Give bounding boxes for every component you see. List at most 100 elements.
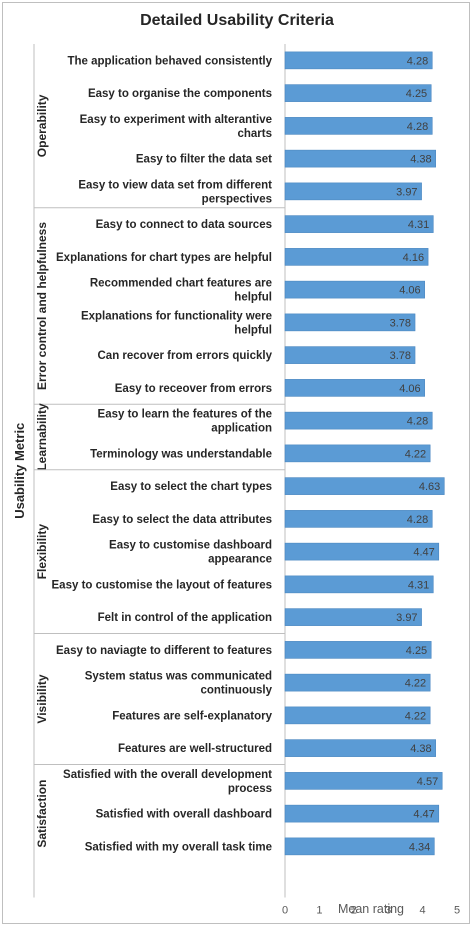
category-label: Easy to receover from errors (115, 383, 272, 395)
bar (284, 706, 431, 725)
category-label-line: Can recover from errors quickly (98, 350, 273, 362)
bar-value-label: 4.28 (407, 416, 428, 428)
category-label-line: Recommended chart features are (90, 278, 272, 290)
category-label: Felt in control of the application (98, 612, 272, 624)
category-label-line: Explanations for chart types are helpful (56, 252, 272, 264)
group-label: Error control and helpfulness (35, 222, 49, 390)
category-label-line: Easy to connect to data sources (96, 219, 272, 231)
bar (284, 804, 440, 823)
category-label: Recommended chart features are helpful (90, 278, 272, 304)
category-label: Easy to select the data attributes (92, 514, 272, 526)
bar-value-label: 4.28 (407, 55, 428, 67)
group-label: Visibility (35, 674, 49, 723)
bar-value-label: 4.16 (403, 252, 424, 264)
bar (284, 215, 434, 233)
bar-value-label: 4.63 (419, 481, 440, 493)
bar-value-label: 4.31 (408, 579, 429, 591)
category-label-line: Satisfied with overall dashboard (96, 809, 272, 821)
category-label-line: Easy to experiment with alterantive (80, 114, 272, 126)
bar (284, 117, 433, 135)
bar (284, 772, 443, 790)
x-tick-label: 4 (420, 905, 426, 917)
category-label-line: Features are well-structured (118, 743, 272, 755)
x-tick-label: 5 (454, 905, 460, 917)
category-label: Easy to customise dashboard appearance (109, 540, 272, 566)
bar-value-label: 4.06 (399, 285, 420, 297)
bar (284, 739, 436, 757)
group-label: Learnability (35, 403, 49, 471)
category-label: System status was communicated continuous… (85, 671, 273, 697)
bar-value-label: 4.06 (399, 383, 420, 395)
bar-value-label: 4.22 (405, 710, 426, 722)
category-label-line: Easy to organise the components (88, 88, 272, 100)
category-label: Easy to learn the features of the applica… (98, 409, 272, 435)
category-label-line: Satisfied with my overall task time (85, 841, 272, 853)
category-label: Explanations for functionality were helpf… (81, 310, 272, 336)
bar-value-label: 4.22 (405, 448, 426, 460)
bar (284, 313, 416, 332)
bar-value-label: 4.38 (410, 154, 431, 166)
category-label-line: process (228, 783, 272, 795)
bar (284, 542, 440, 561)
category-label: Features are self-explanatory (112, 710, 272, 722)
category-label: Satisfied with the overall development pr… (63, 769, 272, 795)
category-label: Easy to organise the components (88, 88, 272, 100)
bar (284, 84, 432, 102)
category-label-line: Easy to select the data attributes (92, 514, 272, 526)
x-tick-label: 3 (385, 905, 391, 917)
bar (284, 641, 432, 659)
category-label-line: Felt in control of the application (98, 612, 272, 624)
category-label: Easy to connect to data sources (96, 219, 272, 231)
category-label-line: Easy to view data set from different (78, 179, 272, 191)
x-tick-label: 1 (316, 905, 322, 917)
category-label: Explanations for chart types are helpful (56, 252, 272, 264)
category-label: Terminology was understandable (90, 448, 272, 460)
bar-value-label: 3.97 (396, 186, 417, 198)
category-label-line: Easy to select the chart types (110, 481, 272, 493)
bar (284, 149, 436, 168)
bar (284, 444, 431, 463)
category-label-line: Easy to learn the features of the (98, 409, 272, 421)
x-tick-label: 2 (351, 905, 357, 917)
category-label-line: Easy to customise the layout of features (52, 579, 272, 591)
category-label-line: continuously (200, 685, 272, 697)
category-label: Satisfied with my overall task time (85, 841, 272, 853)
group-label: Satisfaction (35, 780, 49, 848)
category-label-line: Easy to receover from errors (115, 383, 272, 395)
category-label-line: The application behaved consistently (68, 55, 273, 67)
category-label-line: charts (237, 128, 272, 140)
bar-value-label: 4.47 (413, 809, 434, 821)
bar (284, 608, 422, 626)
category-label-line: Explanations for functionality were (81, 310, 272, 322)
category-label-line: Features are self-explanatory (112, 710, 272, 722)
bar-value-label: 4.28 (407, 121, 428, 133)
category-label-line: helpful (234, 324, 272, 336)
bar-value-label: 4.57 (417, 776, 438, 788)
category-label: The application behaved consistently (68, 55, 273, 67)
category-label: Easy to view data set from different pers… (78, 179, 272, 205)
category-label-line: perspectives (202, 193, 272, 205)
bar-value-label: 4.47 (413, 547, 434, 559)
bar-value-label: 3.97 (396, 612, 417, 624)
category-label: Easy to filter the data set (136, 154, 272, 166)
bar-value-label: 4.31 (408, 219, 429, 231)
bar-value-label: 4.25 (406, 645, 427, 657)
category-label: Features are well-structured (118, 743, 272, 755)
category-label: Easy to select the chart types (110, 481, 272, 493)
group-label: Operability (35, 94, 49, 157)
chart-title: Detailed Usability Criteria (140, 12, 334, 29)
category-label: Easy to customise the layout of features (52, 579, 272, 591)
category-label-line: Easy to filter the data set (136, 154, 272, 166)
bar (284, 182, 422, 201)
bar-value-label: 3.78 (390, 350, 411, 362)
category-label-line: Terminology was understandable (90, 448, 272, 460)
bar (284, 673, 431, 692)
bar-value-label: 4.22 (405, 678, 426, 690)
bar (284, 837, 435, 856)
bar (284, 379, 425, 397)
bar (284, 51, 433, 70)
bar (284, 248, 429, 266)
y-axis-label: Usability Metric (12, 423, 27, 519)
category-label: Easy to naviagte to different to feature… (56, 645, 272, 657)
